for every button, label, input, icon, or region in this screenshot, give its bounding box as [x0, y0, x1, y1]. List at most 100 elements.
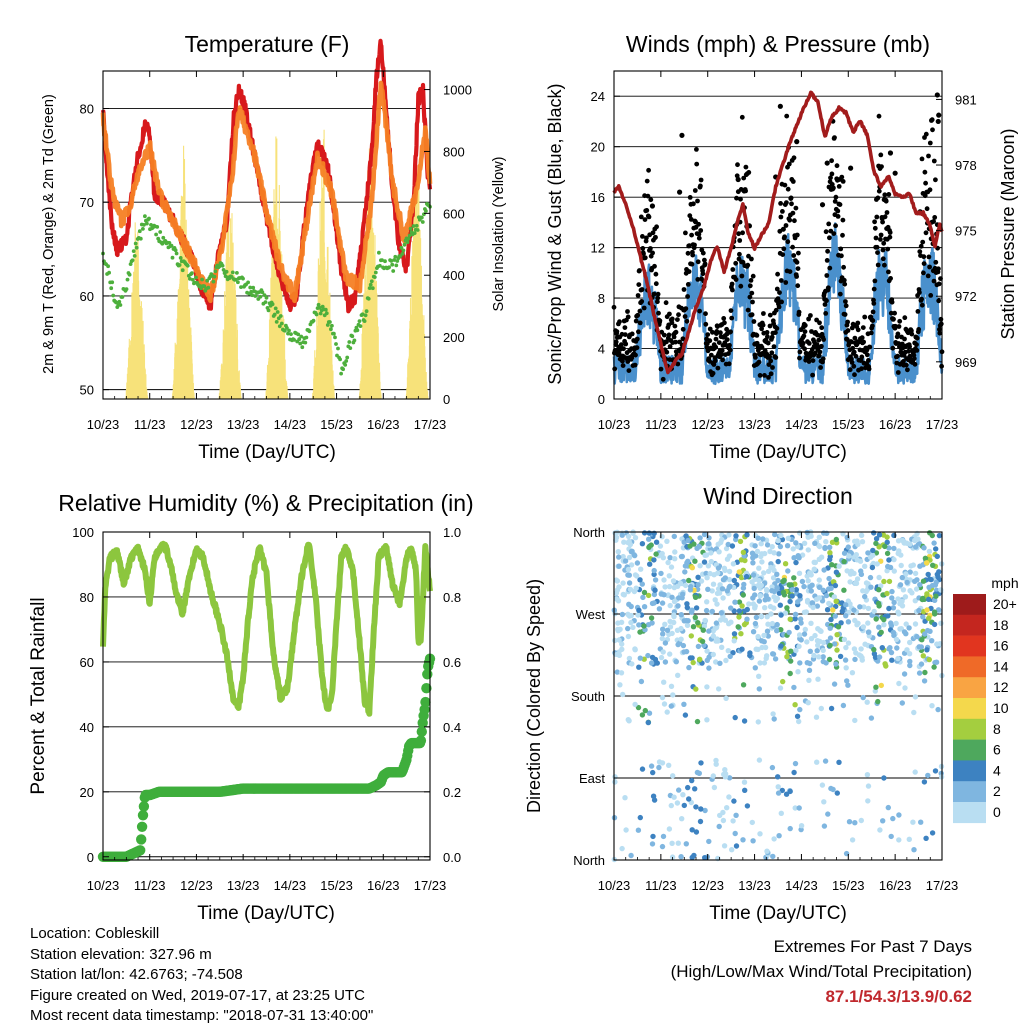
direction-point	[815, 642, 821, 648]
direction-point	[706, 535, 712, 541]
direction-point	[896, 812, 902, 818]
direction-point	[612, 779, 618, 785]
y-tick-label: 60	[80, 655, 94, 670]
colorbar-swatch	[953, 677, 986, 699]
direction-point	[661, 577, 667, 583]
direction-point	[822, 758, 829, 764]
gust-point	[843, 303, 849, 309]
direction-point	[891, 532, 897, 539]
gust-point	[892, 170, 898, 176]
direction-point	[650, 833, 656, 840]
gust-point	[788, 195, 794, 201]
direction-point	[732, 830, 738, 837]
direction-point	[676, 787, 682, 793]
dewpoint-point	[230, 270, 235, 275]
dewpoint-point	[350, 334, 355, 339]
x-tick-label: 11/23	[645, 878, 677, 893]
direction-point	[788, 582, 794, 588]
direction-point	[738, 631, 744, 637]
gust-point	[695, 198, 700, 204]
figure-created: Figure created on Wed, 2019-07-17, at 23…	[30, 986, 365, 1004]
direction-point	[796, 555, 802, 561]
direction-point	[733, 812, 739, 818]
dewpoint-point	[341, 367, 345, 372]
direction-point	[865, 629, 872, 635]
direction-point	[718, 617, 724, 623]
direction-point	[731, 638, 737, 644]
direction-point	[770, 711, 776, 717]
direction-point	[865, 550, 871, 556]
direction-point	[778, 810, 784, 816]
gust-point	[838, 246, 844, 252]
direction-point	[864, 772, 871, 778]
gust-point	[895, 353, 900, 359]
gust-point	[690, 252, 696, 258]
gust-point	[887, 150, 894, 156]
gust-point	[765, 334, 770, 340]
direction-point	[814, 648, 820, 654]
gust-point	[712, 358, 718, 364]
direction-point	[678, 636, 684, 642]
direction-point	[827, 635, 834, 641]
gust-point	[685, 250, 691, 256]
direction-point	[763, 587, 770, 593]
direction-point	[725, 648, 731, 654]
direction-point	[914, 633, 920, 640]
gust-point	[661, 332, 667, 338]
direction-point	[692, 594, 699, 600]
direction-point	[666, 583, 673, 590]
direction-point	[693, 605, 700, 611]
dewpoint-point	[125, 277, 130, 282]
direction-point	[670, 692, 676, 698]
gust-point	[778, 214, 784, 220]
direction-point	[662, 640, 669, 646]
direction-point	[659, 534, 665, 540]
direction-point	[814, 759, 820, 765]
direction-point	[620, 553, 626, 560]
gust-point	[837, 291, 843, 297]
direction-point	[825, 811, 831, 817]
gust-point	[640, 234, 645, 239]
colorbar-swatch	[953, 718, 986, 740]
direction-point	[708, 550, 714, 556]
direction-point	[660, 631, 666, 637]
direction-point	[843, 613, 849, 619]
direction-point	[791, 555, 797, 561]
direction-point	[852, 656, 858, 663]
gust-point	[824, 160, 830, 166]
direction-point	[884, 550, 891, 557]
gust-point	[796, 309, 802, 315]
direction-point	[614, 651, 620, 657]
direction-point	[890, 815, 896, 822]
direction-point	[758, 582, 764, 589]
direction-point	[649, 654, 656, 661]
direction-point	[732, 599, 738, 605]
gust-point	[842, 281, 848, 287]
direction-point	[757, 593, 763, 599]
dewpoint-point	[138, 236, 143, 241]
gust-point	[926, 254, 932, 260]
gust-point	[892, 310, 897, 316]
precip-point	[421, 683, 432, 694]
direction-point	[659, 600, 666, 606]
gust-point	[855, 327, 861, 333]
direction-point	[706, 838, 712, 845]
gust-point	[870, 309, 876, 315]
dewpoint-point	[143, 214, 147, 219]
dewpoint-point	[158, 230, 163, 234]
dewpoint-point	[118, 303, 123, 307]
gust-point	[923, 131, 929, 137]
y-tick-label: 80	[80, 101, 94, 116]
y2-tick-label: 969	[955, 355, 977, 370]
direction-point	[810, 604, 816, 611]
direction-point	[706, 665, 712, 671]
direction-point	[737, 538, 744, 545]
x-tick-label: 16/23	[879, 417, 912, 432]
direction-point	[627, 586, 634, 593]
gust-point	[889, 299, 895, 305]
direction-point	[689, 827, 695, 833]
direction-point	[613, 590, 620, 596]
direction-point	[678, 625, 684, 632]
